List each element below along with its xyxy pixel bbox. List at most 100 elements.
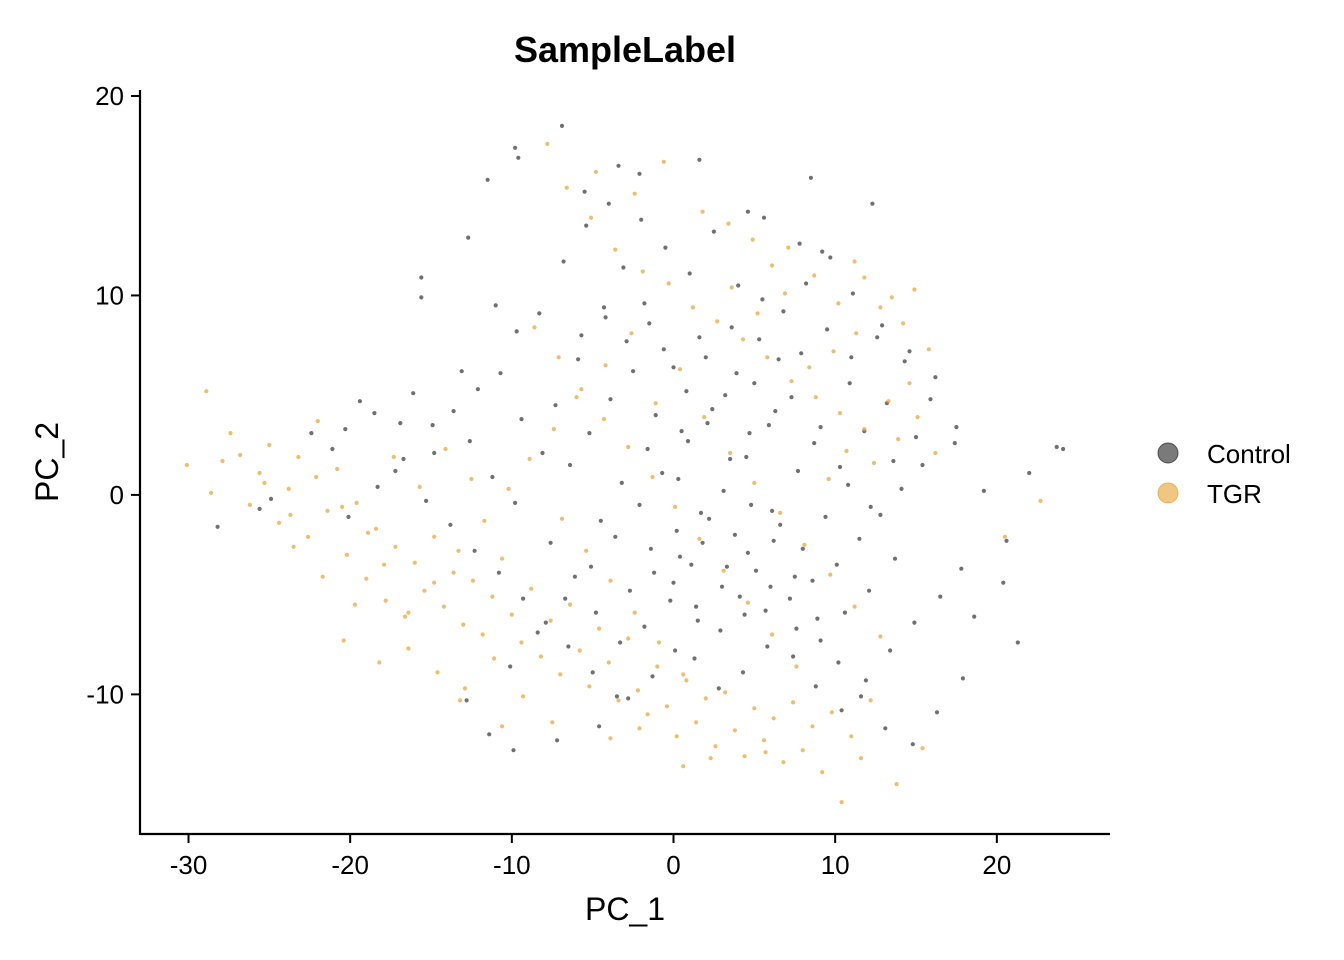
point-tgr [238, 452, 243, 458]
point-control [972, 614, 977, 619]
point-tgr [470, 578, 476, 583]
point-tgr [829, 710, 835, 715]
point-control [642, 624, 647, 629]
point-tgr [889, 295, 894, 300]
point-tgr [291, 544, 296, 549]
point-control [695, 618, 700, 623]
point-tgr [778, 510, 783, 515]
point-control [553, 403, 558, 408]
point-control [679, 429, 684, 434]
x-tick-label: -30 [170, 850, 208, 880]
point-tgr [858, 756, 864, 761]
point-tgr [1038, 498, 1043, 503]
point-control [540, 450, 545, 456]
point-tgr [771, 716, 776, 721]
point-control [587, 431, 592, 436]
point-tgr [812, 273, 817, 278]
point-tgr [854, 331, 859, 336]
point-tgr [588, 215, 594, 220]
point-tgr [745, 600, 751, 605]
point-control [613, 534, 618, 539]
point-control [773, 409, 778, 414]
point-control [674, 528, 679, 533]
point-tgr [417, 484, 422, 489]
point-tgr [406, 610, 411, 615]
point-tgr [335, 466, 340, 472]
point-control [711, 229, 717, 234]
point-control [753, 568, 759, 573]
point-control [508, 664, 513, 669]
point-tgr [765, 355, 770, 360]
point-tgr [184, 462, 189, 468]
point-tgr [584, 548, 589, 553]
point-tgr [933, 450, 938, 456]
point-control [411, 391, 416, 396]
point-control [668, 598, 673, 603]
point-control [475, 387, 480, 392]
point-control [763, 608, 768, 613]
point-control [616, 163, 621, 168]
point-control [588, 564, 594, 569]
point-tgr [458, 698, 463, 703]
point-control [883, 726, 888, 731]
point-tgr [579, 387, 584, 392]
point-control [1004, 538, 1009, 543]
point-control [716, 686, 721, 691]
point-control [828, 255, 833, 260]
point-tgr [377, 660, 382, 665]
point-tgr [836, 301, 841, 306]
point-tgr [1002, 534, 1008, 539]
point-control [778, 522, 783, 527]
point-control [645, 446, 650, 452]
point-control [621, 265, 626, 270]
point-control [513, 500, 518, 505]
point-tgr [782, 291, 788, 296]
point-tgr [640, 269, 645, 274]
point-control [1027, 470, 1032, 476]
point-control [757, 337, 762, 342]
point-tgr [742, 754, 747, 759]
point-tgr [545, 141, 550, 146]
point-control [626, 696, 631, 701]
point-control [513, 145, 518, 150]
point-tgr [761, 738, 767, 743]
point-tgr [551, 427, 557, 432]
point-tgr [791, 700, 796, 705]
point-control [934, 710, 940, 715]
point-tgr [868, 698, 873, 703]
point-tgr [650, 474, 655, 480]
point-control [685, 439, 691, 444]
point-control [485, 177, 490, 182]
point-control [870, 201, 875, 206]
point-control [899, 486, 904, 491]
point-tgr [713, 744, 718, 749]
point-tgr [926, 347, 932, 352]
point-control [647, 321, 652, 326]
point-tgr [752, 480, 757, 485]
point-control [836, 660, 841, 665]
point-control [847, 381, 852, 386]
point-control [692, 656, 697, 661]
point-tgr [432, 534, 437, 539]
point-tgr [915, 415, 920, 420]
point-tgr [209, 490, 214, 495]
point-tgr [626, 444, 631, 450]
point-tgr [492, 656, 497, 661]
point-tgr [559, 516, 565, 521]
point-tgr [907, 381, 912, 386]
point-tgr [849, 734, 854, 739]
point-tgr [550, 720, 555, 725]
point-tgr [770, 263, 775, 268]
point-control [766, 423, 772, 428]
point-control [648, 546, 654, 551]
point-tgr [456, 548, 461, 553]
point-tgr [813, 395, 818, 400]
point-control [357, 399, 362, 404]
point-control [677, 554, 683, 559]
point-tgr [673, 504, 678, 509]
legend: Control TGR [1157, 439, 1291, 509]
point-tgr [509, 612, 514, 617]
point-control [770, 508, 775, 513]
point-control [938, 594, 943, 599]
point-tgr [896, 437, 901, 442]
